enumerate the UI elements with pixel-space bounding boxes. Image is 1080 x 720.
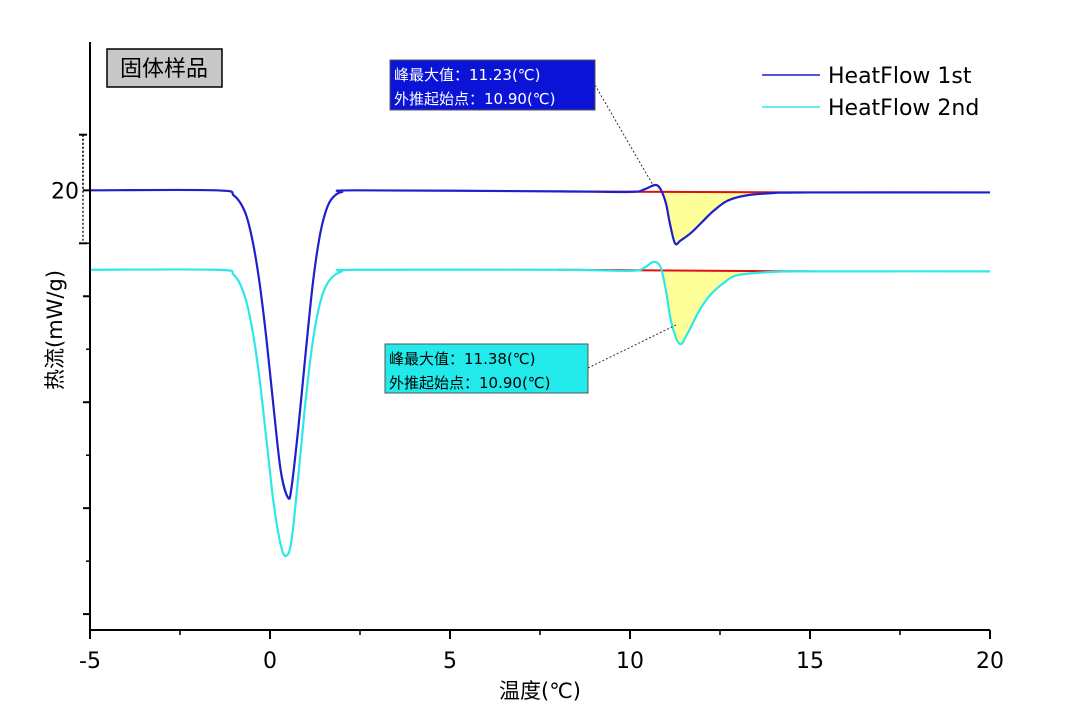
annotation-leaders [587,84,678,369]
series-line-1 [89,183,991,500]
legend-label-heatflow-2nd: HeatFlow 2nd [828,96,979,121]
y-scale-bar [79,133,87,245]
x-ticks: -5 0 5 10 15 20 [79,630,1004,674]
series-line-2 [89,260,991,558]
x-tick-label: 10 [616,649,644,674]
y-axis-title: 热流(mW/g) [43,270,67,390]
annotation-2nd-peak: 峰最大值：11.38(℃) [389,350,536,368]
annotation-1st: 峰最大值：11.23(℃) 外推起始点：10.90(℃) [389,59,596,111]
x-tick-label: 0 [263,649,277,674]
peak-fill-areas [657,186,792,343]
leader-2nd [587,324,678,369]
x-tick-label: 20 [976,649,1004,674]
peak-fill-2 [658,265,767,343]
peak-fill-1 [657,186,792,244]
series-lines [89,183,991,558]
x-axis-title: 温度(℃) [499,679,581,703]
annotation-1st-onset: 外推起始点：10.90(℃) [394,90,556,108]
y-tick-label: 20 [51,179,79,204]
sample-label-box: 固体样品 [106,48,223,88]
annotation-2nd-onset: 外推起始点：10.90(℃) [389,374,551,392]
sample-label: 固体样品 [120,57,208,82]
annotation-2nd: 峰最大值：11.38(℃) 外推起始点：10.90(℃) [384,343,589,394]
x-tick-label: -5 [79,649,101,674]
axes [89,42,990,631]
annotation-1st-peak: 峰最大值：11.23(℃) [394,66,541,84]
leader-1st [594,84,654,186]
x-tick-label: 5 [443,649,457,674]
legend: HeatFlow 1st HeatFlow 2nd [762,64,979,121]
x-tick-label: 15 [796,649,824,674]
legend-label-heatflow-1st: HeatFlow 1st [828,64,972,89]
y-ticks: 20 [51,179,90,616]
